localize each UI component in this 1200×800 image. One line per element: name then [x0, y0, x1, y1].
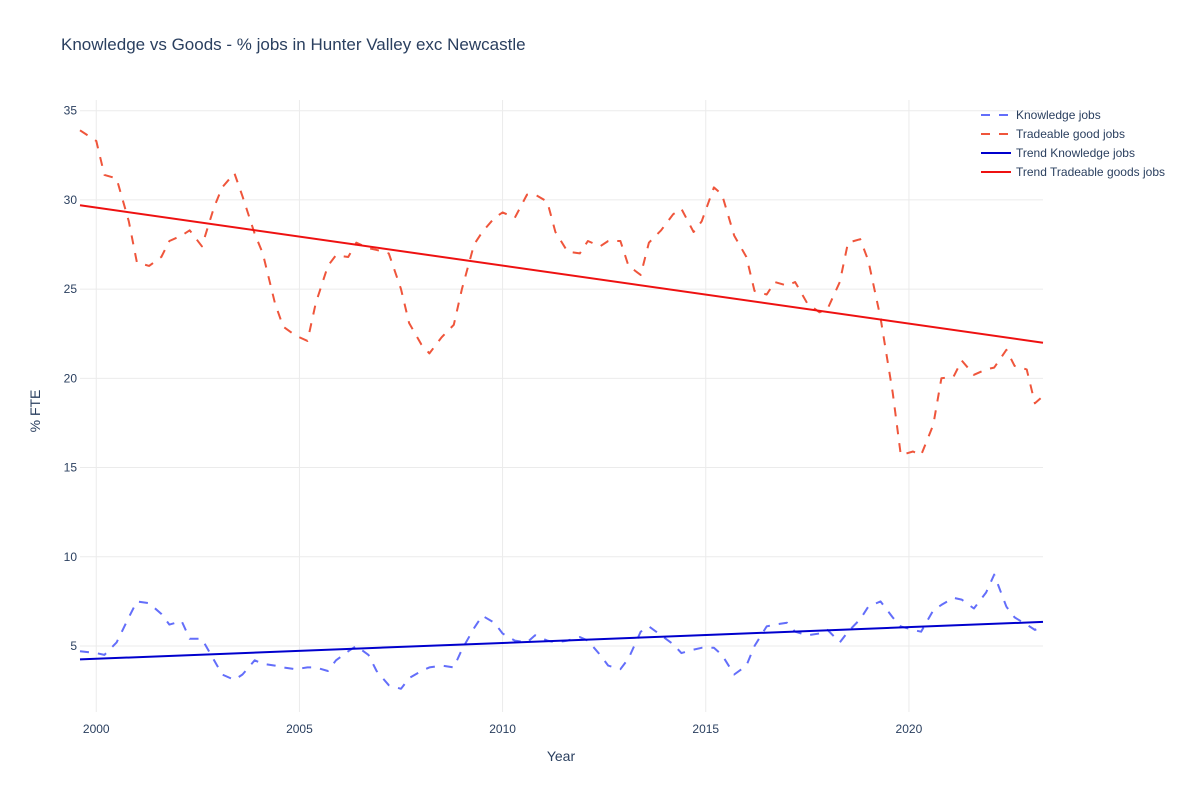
- y-tick-label: 20: [64, 371, 78, 385]
- series-lines: [79, 129, 1044, 690]
- y-tick-label: 35: [64, 104, 78, 118]
- x-tick-label: 2000: [83, 722, 110, 736]
- legend: Knowledge jobs Tradeable good jobs Trend K…: [981, 108, 1165, 179]
- legend-label: Trend Knowledge jobs: [1016, 146, 1135, 160]
- gridlines: [80, 100, 1043, 712]
- x-tick-label: 2015: [692, 722, 719, 736]
- series-line-knowledge-jobs: [79, 573, 1044, 690]
- x-tick-label: 2005: [286, 722, 313, 736]
- x-axis-title: Year: [547, 748, 576, 764]
- x-axis-ticks: 2000 2005 2010 2015 2020: [83, 722, 923, 736]
- y-tick-label: 25: [64, 282, 78, 296]
- series-line-tradeable-good-jobs: [79, 129, 1044, 457]
- y-tick-label: 30: [64, 193, 78, 207]
- legend-item-trend-knowledge-jobs[interactable]: Trend Knowledge jobs: [981, 146, 1135, 160]
- legend-label: Trend Tradeable goods jobs: [1016, 165, 1165, 179]
- legend-label: Tradeable good jobs: [1016, 127, 1125, 141]
- legend-item-knowledge-jobs[interactable]: Knowledge jobs: [981, 108, 1101, 122]
- legend-label: Knowledge jobs: [1016, 108, 1101, 122]
- series-line-trend-knowledge-jobs: [79, 620, 1044, 661]
- series-line-trend-tradeable-goods-jobs: [79, 204, 1044, 344]
- y-tick-label: 5: [70, 639, 77, 653]
- y-axis-title: % FTE: [27, 390, 43, 433]
- y-tick-label: 10: [64, 550, 78, 564]
- legend-item-trend-tradeable-goods-jobs[interactable]: Trend Tradeable goods jobs: [981, 165, 1165, 179]
- y-tick-label: 15: [64, 461, 78, 475]
- x-tick-label: 2010: [489, 722, 516, 736]
- x-tick-label: 2020: [896, 722, 923, 736]
- y-axis-ticks: 5 10 15 20 25 30 35: [64, 104, 78, 653]
- legend-item-tradeable-good-jobs[interactable]: Tradeable good jobs: [981, 127, 1125, 141]
- chart-title: Knowledge vs Goods - % jobs in Hunter Va…: [61, 35, 526, 54]
